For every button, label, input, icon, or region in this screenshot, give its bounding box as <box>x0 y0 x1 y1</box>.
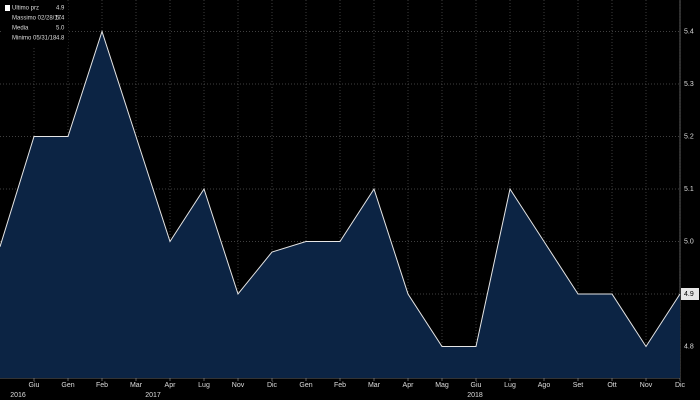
legend-value: 5.4 <box>56 16 65 22</box>
x-tick-label: Giu <box>29 382 40 389</box>
x-tick-label: Giu <box>471 382 482 389</box>
x-tick-label: Gen <box>299 382 312 389</box>
last-value-label: 4.9 <box>684 291 694 298</box>
legend-name: Minimo 05/31/18 <box>12 36 57 42</box>
x-tick-label: Dic <box>675 382 686 389</box>
y-tick-label: 4.8 <box>684 343 694 350</box>
x-tick-label: Apr <box>165 382 177 389</box>
x-tick-label: Ott <box>607 382 616 389</box>
year-label: 2018 <box>467 392 483 399</box>
x-tick-label: Dic <box>267 382 278 389</box>
x-tick-label: Nov <box>640 382 653 389</box>
x-tick-label: Feb <box>96 382 108 389</box>
y-tick-label: 5.4 <box>684 28 694 35</box>
year-label: 2016 <box>10 392 26 399</box>
legend-value: 4.8 <box>56 36 65 42</box>
y-tick-label: 5.1 <box>684 186 694 193</box>
legend-swatch <box>5 5 10 11</box>
y-tick-label: 5.3 <box>684 81 694 88</box>
legend-name: Media <box>12 26 29 32</box>
x-tick-label: Lug <box>504 382 516 389</box>
legend-name: Massimo 02/28/17 <box>12 16 62 22</box>
x-tick-label: Mag <box>435 382 449 389</box>
line <box>0 29 681 348</box>
x-tick-label: Nov <box>232 382 245 389</box>
x-tick-label: Lug <box>198 382 210 389</box>
last-value-box <box>681 288 699 300</box>
x-tick-label: Mar <box>368 382 381 389</box>
y-tick-label: 5.2 <box>684 133 694 140</box>
x-tick-label: Gen <box>61 382 74 389</box>
x-tick-label: Feb <box>334 382 346 389</box>
x-tick-label: Apr <box>403 382 415 389</box>
x-tick-label: Mar <box>130 382 143 389</box>
area <box>0 31 680 378</box>
year-label: 2017 <box>145 392 161 399</box>
legend-value: 5.0 <box>56 26 65 32</box>
legend-box <box>2 2 68 46</box>
legend-value: 4.9 <box>56 6 65 12</box>
x-tick-label: Set <box>573 382 584 389</box>
legend-name: Ultimo prz <box>12 6 39 12</box>
y-tick-label: 5.0 <box>684 238 694 245</box>
x-tick-label: Ago <box>538 382 551 389</box>
